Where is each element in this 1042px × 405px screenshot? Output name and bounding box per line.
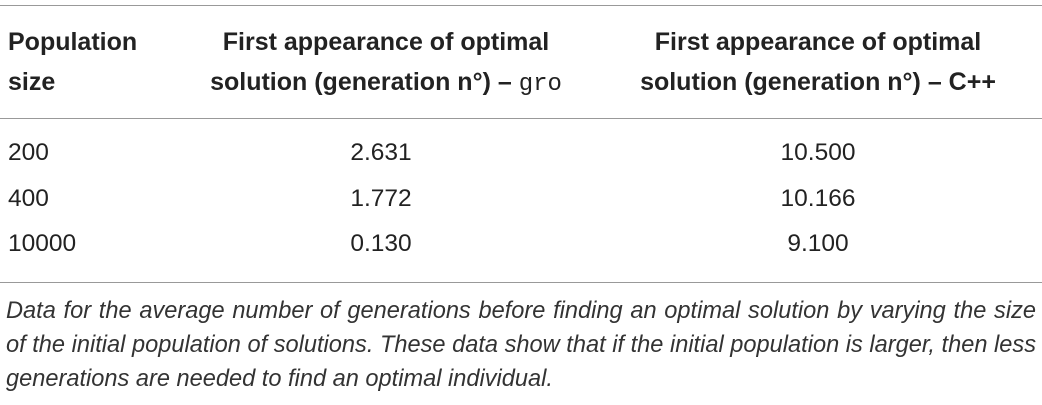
table-cell: 200	[8, 139, 49, 166]
table-cell: 0.130	[350, 230, 412, 257]
header-cell: Population size	[8, 28, 138, 96]
table-cell: 9.100	[787, 230, 849, 257]
table-cell: 400	[8, 184, 49, 212]
header-text: First appearance of optimal solution (ge…	[210, 28, 550, 96]
header-cell: First appearance of optimal solution (ge…	[640, 28, 996, 96]
bottom-rule	[0, 282, 1042, 283]
header-cell: First appearance of optimal solution (ge…	[176, 22, 596, 105]
table-cell: 10.500	[780, 139, 856, 166]
header-code: gro	[518, 71, 562, 98]
table-cell: 1.772	[350, 184, 412, 212]
header-rule	[0, 118, 1042, 119]
table-cell: 2.631	[350, 139, 412, 166]
table-cell: 10000	[8, 230, 77, 257]
caption: Data for the average number of generatio…	[6, 298, 1036, 392]
top-rule	[0, 5, 1042, 6]
table-cell: 10.166	[780, 184, 856, 212]
